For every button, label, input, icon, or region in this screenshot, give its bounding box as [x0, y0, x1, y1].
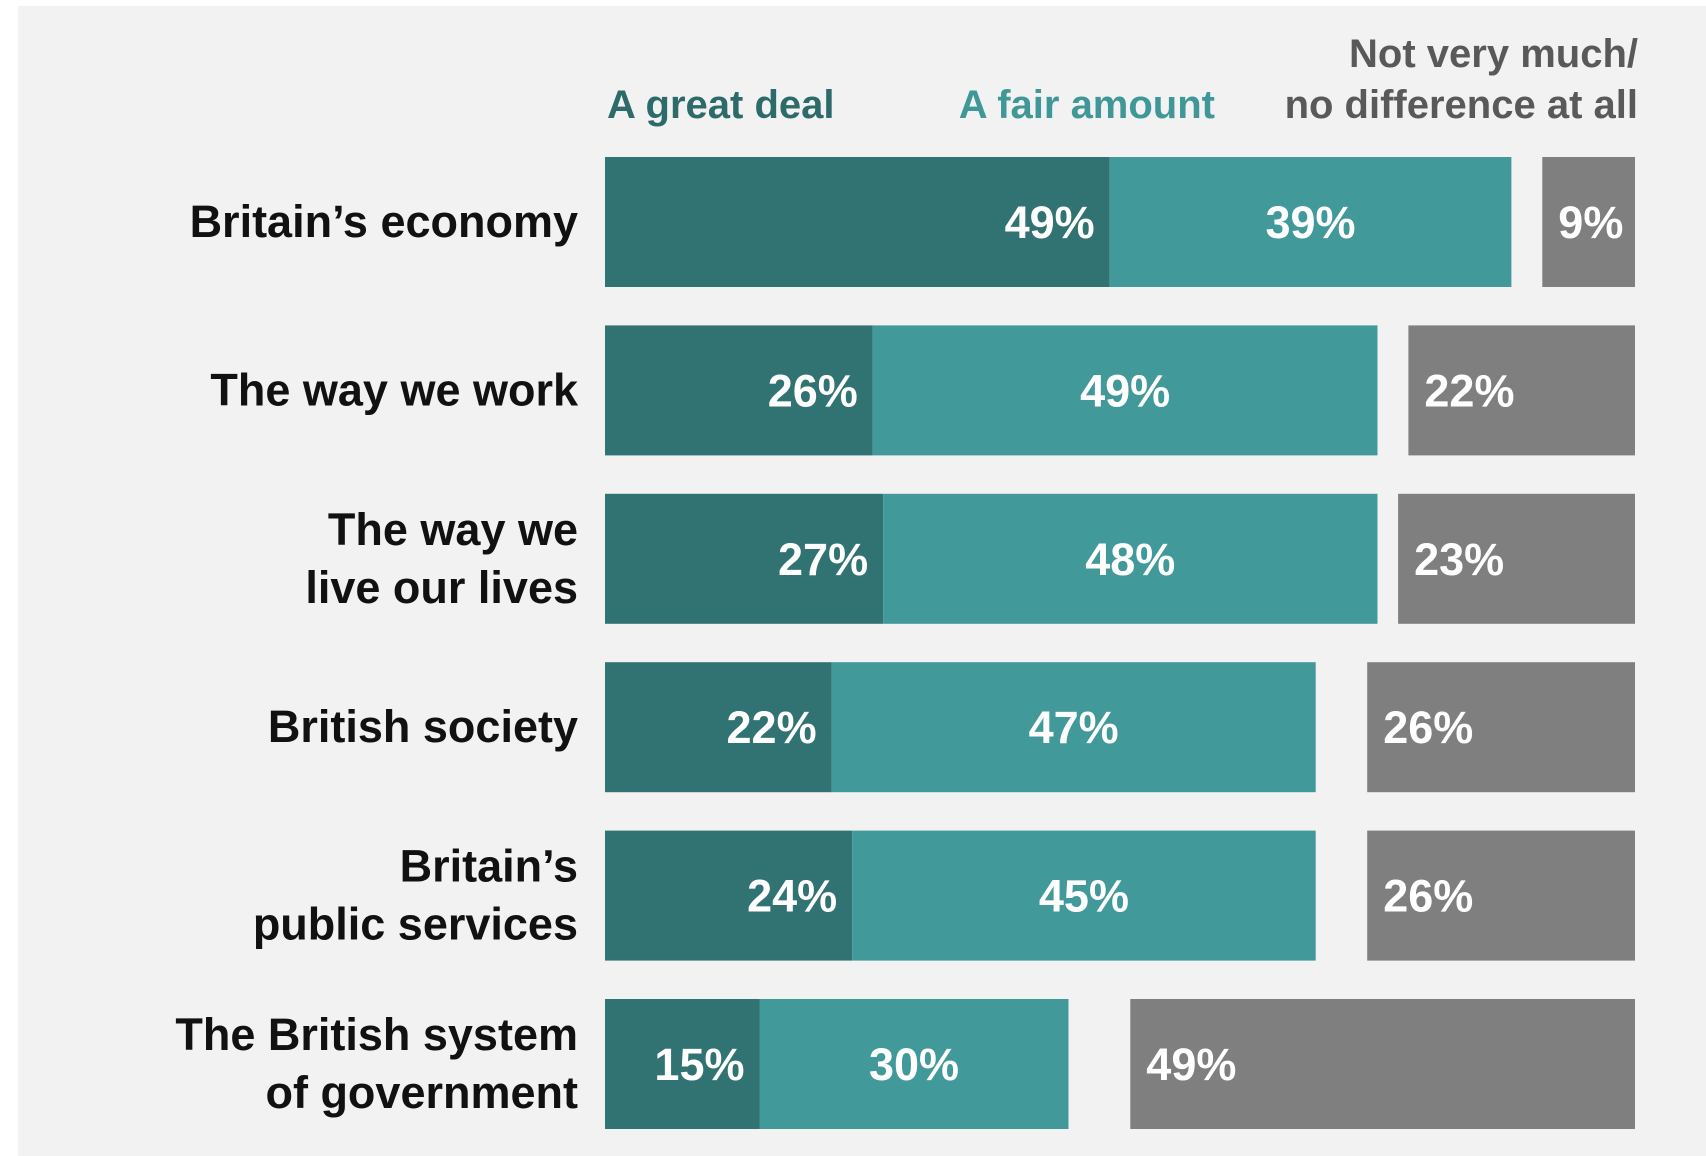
category-labels: Britain’s economy The way we work The way … — [175, 196, 579, 1118]
bar-great-deal — [605, 325, 873, 456]
bar-great-deal — [605, 493, 884, 624]
bar-fair-amount — [872, 325, 1378, 456]
bar-label-fair-amount: 47% — [1029, 702, 1119, 753]
bar-great-deal — [605, 830, 853, 961]
category-label-britain-s-economy: Britain’s economy — [190, 196, 578, 247]
legend-label-1: A great deal — [607, 83, 834, 127]
bar-fair-amount — [852, 830, 1316, 961]
category-label-the-british-system-of-government: The British system — [175, 1009, 578, 1060]
bar-not-much — [1408, 325, 1635, 456]
bar-label-great-deal: 26% — [768, 365, 858, 416]
bar-fair-amount — [883, 493, 1378, 624]
bar-label-fair-amount: 45% — [1039, 871, 1129, 922]
bar-fair-amount — [1109, 157, 1512, 287]
bar-label-fair-amount: 39% — [1266, 197, 1356, 248]
bar-label-not-much: 9% — [1558, 197, 1623, 248]
bar-not-much — [1367, 662, 1635, 793]
bar-label-fair-amount: 30% — [869, 1039, 959, 1090]
bar-label-not-much: 49% — [1146, 1039, 1236, 1090]
bar-label-not-much: 26% — [1383, 702, 1473, 753]
bar-label-great-deal: 27% — [778, 534, 868, 585]
bar-label-fair-amount: 49% — [1080, 365, 1170, 416]
bar-label-great-deal: 24% — [747, 871, 837, 922]
legend-label-3: Not very much/ — [1349, 32, 1638, 76]
bar-not-much — [1367, 830, 1635, 961]
category-label-the-british-system-of-government: of government — [265, 1067, 578, 1118]
bar-great-deal — [605, 999, 760, 1129]
bar-great-deal — [605, 662, 832, 793]
bar-label-fair-amount: 48% — [1085, 534, 1175, 585]
legend-label-3: no difference at all — [1285, 83, 1638, 127]
bar-labels: 49% 39% 9% 26% 49% 22% 27% 48% 23% 22% 47% 26% 24% 45… — [654, 197, 1623, 1090]
bar-label-great-deal: 22% — [727, 702, 817, 753]
legend-label-2: A fair amount — [959, 83, 1215, 127]
category-label-britain-s-public-services: Britain’s — [400, 841, 578, 892]
category-label-the-way-we-live-our-lives: The way we — [328, 504, 578, 555]
bar-not-much — [1398, 493, 1635, 624]
bar-label-not-much: 23% — [1414, 534, 1504, 585]
category-label-the-way-we-work: The way we work — [210, 364, 579, 415]
bar-fair-amount — [759, 999, 1069, 1129]
legend: A great deal A fair amount Not very much/n… — [607, 32, 1638, 127]
bars — [605, 157, 1635, 1129]
category-label-britain-s-public-services: public services — [253, 899, 578, 950]
bar-not-much — [1542, 157, 1635, 287]
bar-label-not-much: 22% — [1424, 365, 1514, 416]
bar-great-deal — [605, 157, 1110, 287]
bar-fair-amount — [831, 662, 1316, 793]
bar-not-much — [1130, 999, 1635, 1129]
category-label-the-way-we-live-our-lives: live our lives — [305, 562, 578, 613]
bar-label-great-deal: 15% — [654, 1039, 744, 1090]
category-label-british-society: British society — [268, 701, 578, 752]
bar-label-not-much: 26% — [1383, 871, 1473, 922]
bar-label-great-deal: 49% — [1005, 197, 1095, 248]
